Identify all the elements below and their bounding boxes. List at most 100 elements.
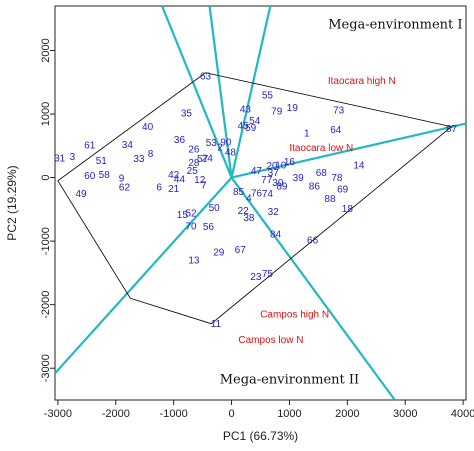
genotype-label: 64 (330, 125, 342, 136)
genotype-label: 87 (446, 124, 458, 135)
genotype-label: 77 (261, 175, 273, 186)
genotype-label: 48 (225, 148, 237, 159)
genotype-label: 61 (84, 141, 96, 152)
environment-label: Campos high N (260, 310, 329, 321)
genotype-label: 7 (201, 181, 207, 192)
x-tick-label: -2000 (102, 408, 130, 420)
genotype-label: 8 (148, 149, 154, 160)
genotype-label: 18 (342, 204, 354, 215)
y-tick-label: -2000 (40, 291, 52, 319)
environment-label: Campos low N (238, 335, 303, 346)
genotype-label: 66 (307, 235, 319, 246)
genotype-label: 4 (246, 193, 252, 204)
genotype-label: 54 (249, 116, 261, 127)
genotype-label: 50 (209, 203, 221, 214)
x-tick-label: 1000 (277, 408, 301, 420)
genotype-label: 59 (245, 123, 257, 134)
genotype-label: 86 (309, 181, 321, 192)
y-tick-label: 0 (40, 175, 52, 181)
genotype-label: 44 (174, 174, 186, 185)
genotype-label: 79 (271, 106, 283, 117)
genotype-label: 20 (267, 161, 279, 172)
genotype-label: 12 (194, 175, 206, 186)
genotype-label: 1 (304, 129, 310, 140)
genotype-label: 30 (272, 178, 284, 189)
mega-environment-label: Mega-environment I (328, 17, 462, 32)
environment-label: Itaocara low N (289, 143, 353, 154)
genotype-label: 25 (187, 166, 199, 177)
genotype-label: 10 (275, 160, 287, 171)
x-tick-label: 4000 (451, 408, 474, 420)
genotype-label: 13 (188, 256, 200, 267)
genotype-label: 11 (211, 319, 222, 330)
sector-line (231, 122, 467, 179)
genotype-label: 63 (200, 71, 212, 82)
genotype-label: 14 (353, 160, 365, 171)
genotype-label: 43 (240, 104, 252, 115)
genotype-label: 57 (197, 154, 209, 165)
genotype-label: 78 (331, 173, 343, 184)
sector-line (230, 176, 396, 401)
genotype-label: 58 (99, 170, 111, 181)
genotype-label: 90 (220, 137, 232, 148)
polygon-hull (57, 72, 453, 325)
genotype-label: 89 (276, 181, 288, 192)
genotype-label: 69 (337, 185, 349, 196)
genotype-label: 56 (203, 222, 215, 233)
genotype-label: 24 (202, 153, 214, 164)
x-tick-label: -1000 (160, 408, 188, 420)
x-tick-label: -3000 (44, 408, 72, 420)
y-tick-label: -3000 (40, 354, 52, 382)
annotations: Mega-environment I Mega-environment II (220, 17, 463, 387)
genotype-label: 37 (268, 168, 280, 179)
genotype-label: 15 (177, 210, 189, 221)
genotype-label: 32 (268, 207, 280, 218)
genotype-label: 55 (262, 90, 274, 101)
sector-line (161, 5, 233, 178)
sector-line (208, 5, 233, 178)
genotype-label: 85 (233, 187, 245, 198)
genotype-label: 53 (206, 138, 218, 149)
genotype-label: 74 (262, 189, 274, 200)
y-tick-label: -1000 (40, 227, 52, 255)
genotype-label: 84 (270, 230, 282, 241)
genotype-label: 73 (333, 106, 345, 117)
genotype-label: 2 (217, 143, 223, 154)
genotype-label: 26 (188, 144, 200, 155)
genotype-label: 33 (133, 154, 145, 165)
genotype-label: 29 (213, 247, 225, 258)
genotype-label: 76 (251, 188, 263, 199)
genotype-label: 88 (324, 194, 336, 205)
genotype-label: 34 (122, 140, 134, 151)
mega-environment-label: Mega-environment II (220, 373, 359, 388)
sector-line (230, 5, 272, 178)
x-axis-label: PC1 (66.73%) (223, 429, 298, 443)
plot-frame (54, 5, 467, 401)
genotype-label: 47 (251, 166, 263, 177)
genotype-label: 42 (168, 170, 180, 181)
genotype-label: 51 (96, 156, 108, 167)
y-tick-label: 2000 (40, 38, 52, 62)
genotype-label: 19 (287, 103, 299, 114)
genotype-label: 45 (238, 121, 250, 132)
genotype-label: 75 (262, 269, 274, 280)
x-tick-label: 2000 (335, 408, 359, 420)
y-axis-label: PC2 (19.29%) (5, 165, 19, 240)
environment-label: Itaocara high N (328, 76, 396, 87)
genotype-label: 28 (188, 158, 200, 169)
genotype-label: 39 (293, 173, 305, 184)
genotype-label: 21 (168, 184, 180, 195)
genotype-label: 23 (250, 272, 262, 283)
genotype-label: 68 (316, 168, 328, 179)
axes: -3000 -2000 -1000 0 1000 2000 3000 4000 -3000 -20… (5, 5, 474, 443)
genotype-label: 22 (238, 206, 250, 217)
sector-line (54, 176, 233, 375)
genotype-label: 67 (235, 245, 247, 256)
genotype-label: 16 (284, 157, 296, 168)
x-tick-label: 3000 (393, 408, 417, 420)
genotype-label: 60 (84, 171, 96, 182)
genotype-label: 38 (243, 213, 255, 224)
x-tick-label: 0 (228, 408, 234, 420)
